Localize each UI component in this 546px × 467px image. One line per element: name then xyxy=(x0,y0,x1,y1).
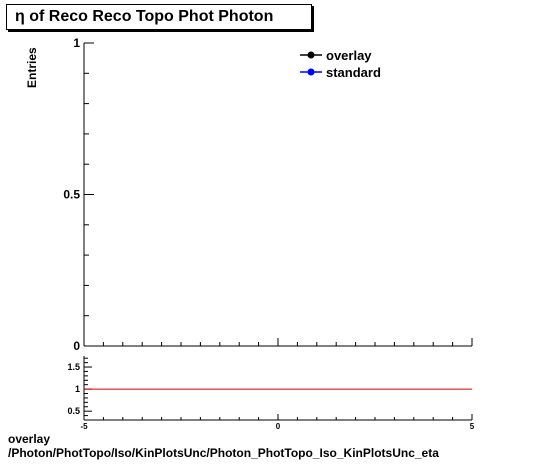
main-y-tick-label: 0 xyxy=(73,339,80,353)
footer-path: /Photon/PhotTopo/Iso/KinPlotsUnc/Photon_… xyxy=(8,446,439,460)
ratio-x-axis: -5 0 5 xyxy=(80,414,475,431)
main-y-axis: 00.51 xyxy=(63,36,94,353)
ratio-y-tick-label: 0.5 xyxy=(67,406,80,416)
ratio-plot-frame xyxy=(83,356,472,421)
legend-marker-overlay xyxy=(307,51,315,59)
main-y-tick-label: 1 xyxy=(73,36,80,50)
ratio-y-tick-label: 1 xyxy=(75,384,80,394)
ratio-x-tick-label: 0 xyxy=(276,422,281,431)
ratio-y-axis: 0.5 1 1.5 xyxy=(67,357,92,416)
legend: overlay standard xyxy=(300,48,381,80)
ratio-y-tick-label: 1.5 xyxy=(67,362,80,372)
legend-label-overlay: overlay xyxy=(326,48,372,63)
footer-label: overlay xyxy=(8,432,51,446)
plot-title: η of Reco Reco Topo Phot Photon xyxy=(15,8,274,25)
y-axis-label: Entries xyxy=(25,47,39,88)
main-plot-frame xyxy=(83,43,472,347)
legend-marker-standard xyxy=(307,68,315,76)
legend-label-standard: standard xyxy=(326,65,381,80)
main-y-tick-label: 0.5 xyxy=(63,188,80,202)
ratio-x-tick-label: 5 xyxy=(470,422,475,431)
title-box: η of Reco Reco Topo Phot Photon xyxy=(6,4,312,30)
ratio-x-tick-label: -5 xyxy=(80,422,88,431)
main-x-axis xyxy=(83,338,473,346)
